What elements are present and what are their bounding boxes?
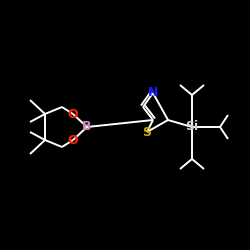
- Text: N: N: [148, 86, 158, 100]
- Text: S: S: [142, 126, 152, 138]
- Text: O: O: [68, 108, 78, 120]
- Text: O: O: [68, 134, 78, 146]
- Text: Si: Si: [186, 120, 198, 134]
- Text: B: B: [82, 120, 92, 134]
